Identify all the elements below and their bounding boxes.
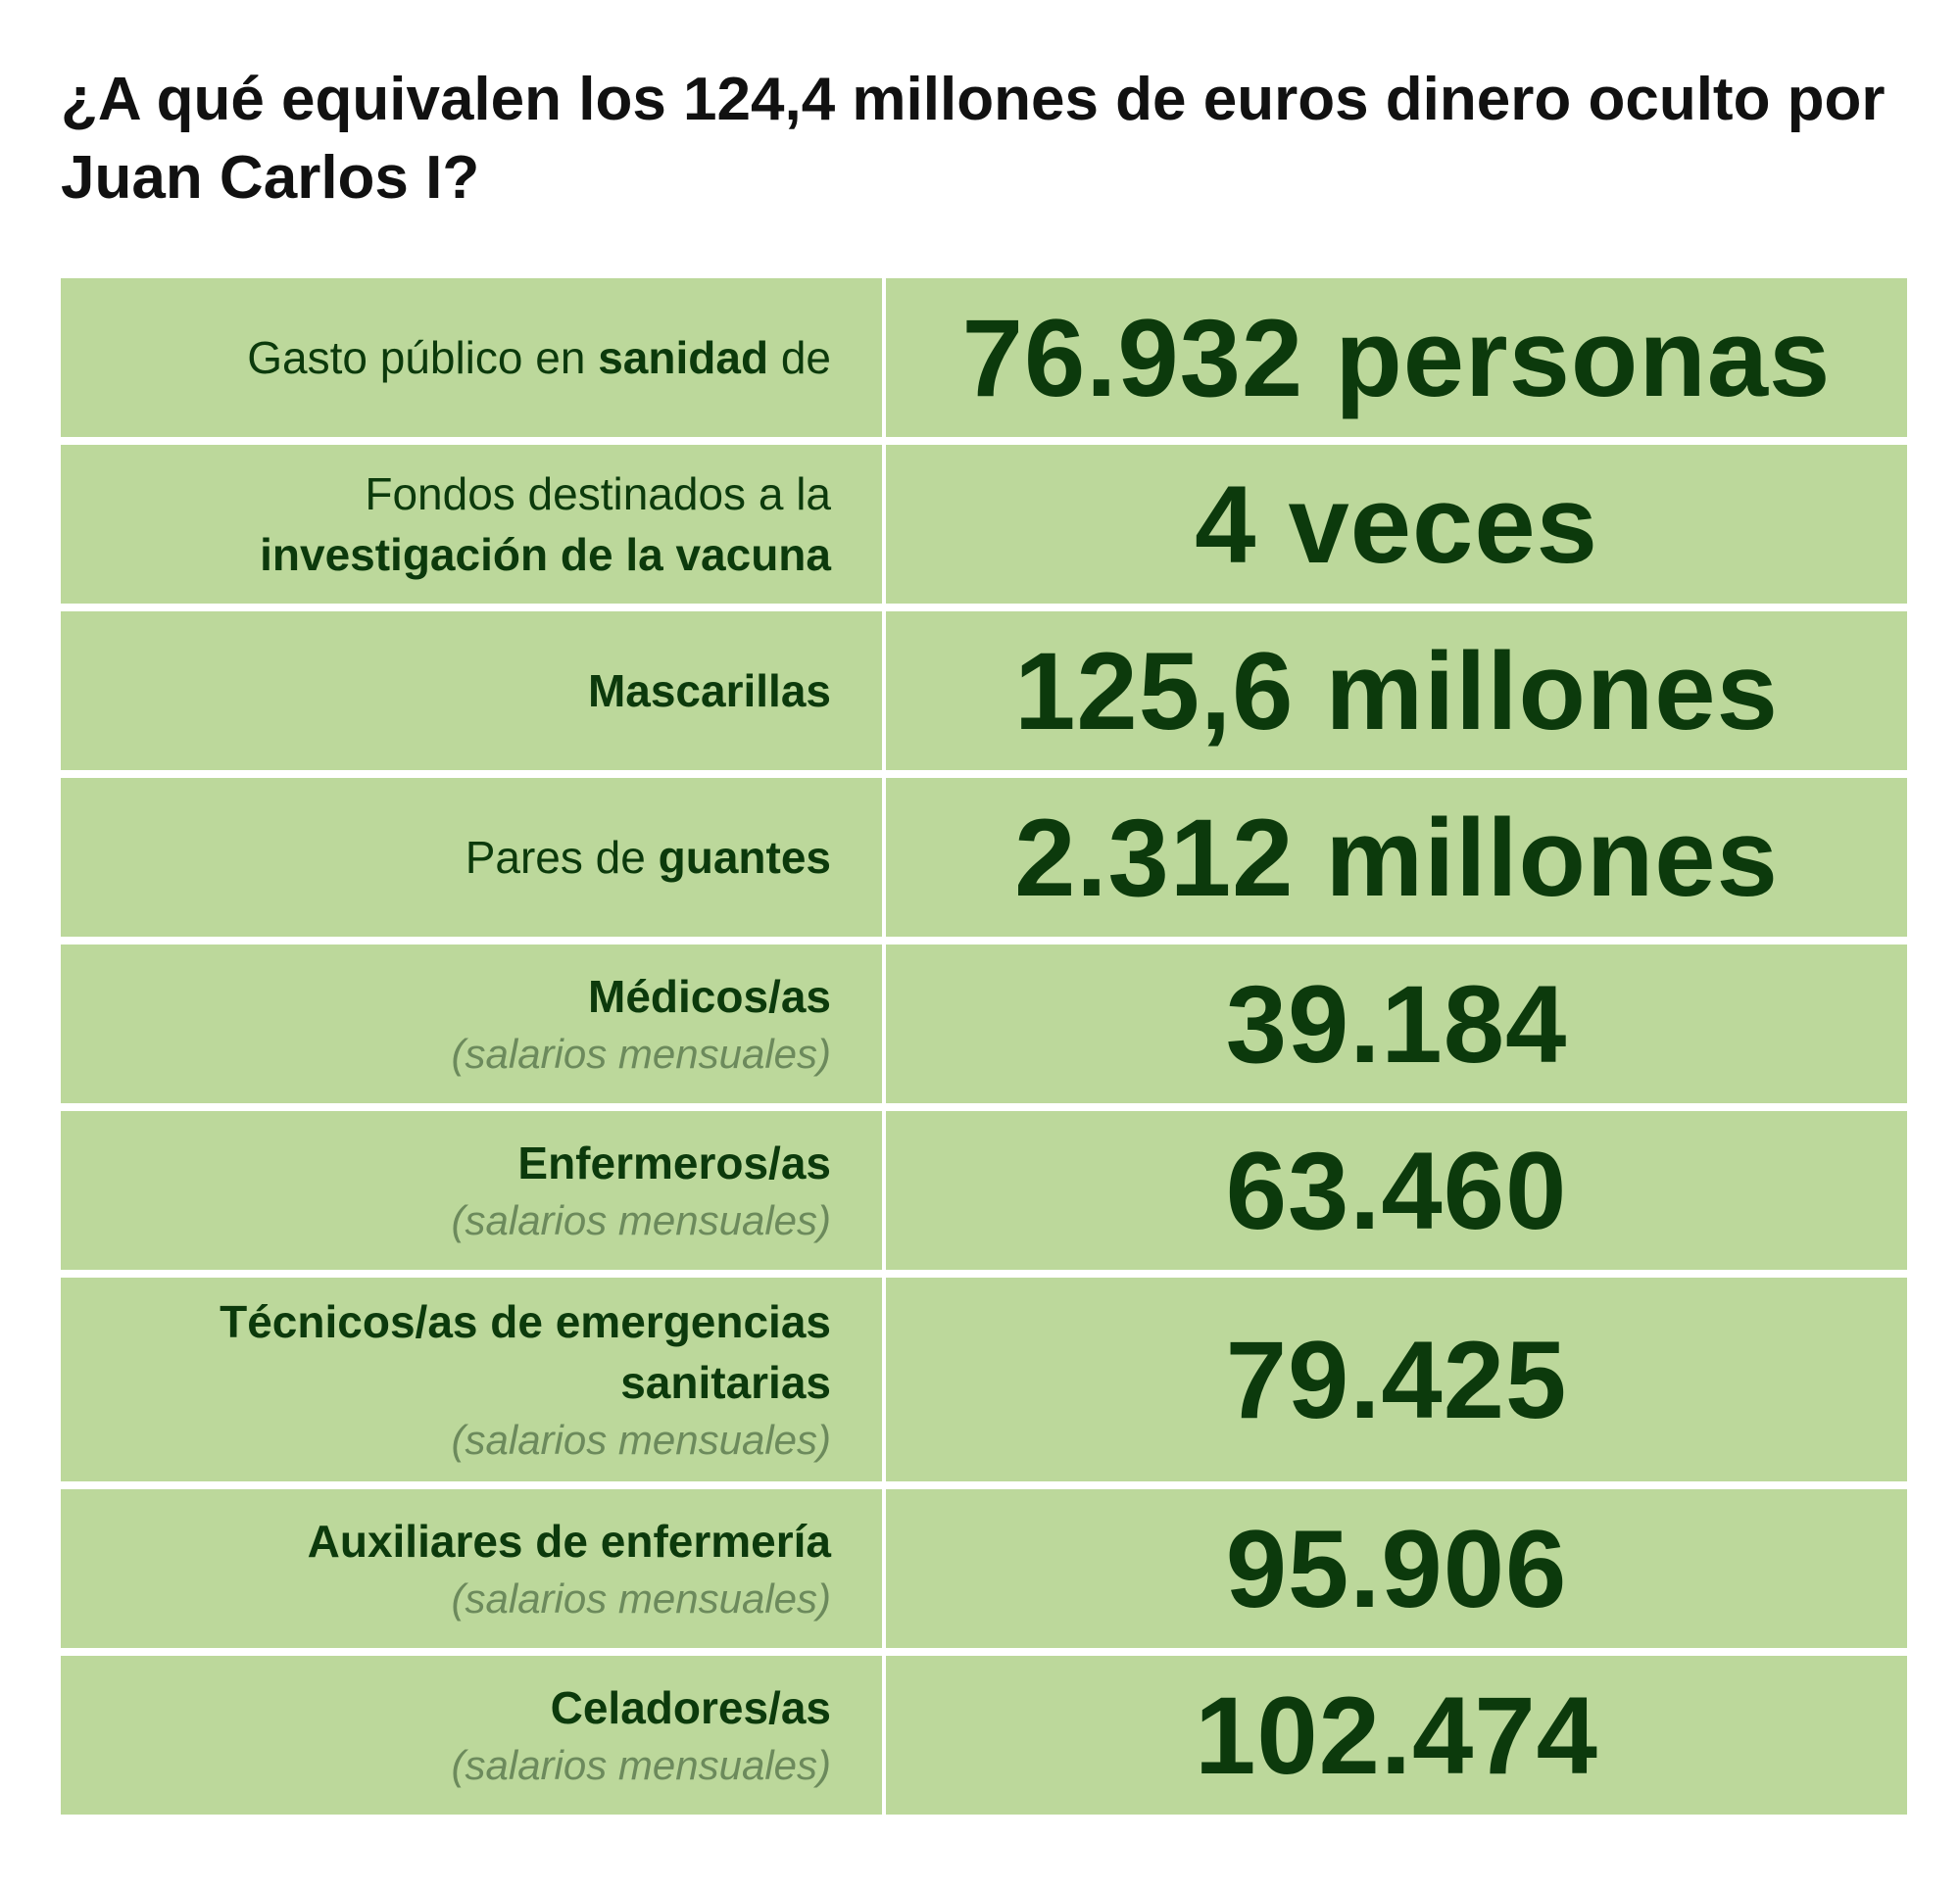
- row-label-cell: Enfermeros/as (salarios mensuales): [61, 1111, 882, 1270]
- row-label-line: sanitarias: [620, 1352, 831, 1413]
- row-label-line: Enfermeros/as: [517, 1133, 831, 1193]
- row-label-cell: Médicos/as (salarios mensuales): [61, 944, 882, 1103]
- row-value: 102.474: [1195, 1673, 1598, 1797]
- row-label-cell: Auxiliares de enfermería (salarios mensua…: [61, 1489, 882, 1648]
- row-label-cell: Pares de guantes: [61, 778, 882, 937]
- table-row: Celadores/as (salarios mensuales) 102.474: [61, 1656, 1907, 1815]
- row-label-cell: Gasto público en sanidad de: [61, 278, 882, 437]
- row-value: 95.906: [1225, 1507, 1568, 1630]
- row-value-cell: 39.184: [886, 944, 1907, 1103]
- chart-title: ¿A qué equivalen los 124,4 millones de e…: [61, 66, 1886, 212]
- row-label-cell: Fondos destinados a la investigación de l…: [61, 445, 882, 604]
- table-row: Auxiliares de enfermería (salarios mensua…: [61, 1489, 1907, 1648]
- row-note: (salarios mensuales): [451, 1197, 831, 1243]
- label-text: Fondos destinados a la: [365, 468, 831, 519]
- row-note: (salarios mensuales): [451, 1575, 831, 1622]
- label-bold-text: investigación de la vacuna: [260, 529, 831, 580]
- row-label-line: Médicos/as: [588, 966, 831, 1027]
- table-row: Pares de guantes 2.312 millones: [61, 778, 1907, 937]
- row-value: 2.312 millones: [1014, 796, 1779, 919]
- table-row: Médicos/as (salarios mensuales) 39.184: [61, 944, 1907, 1103]
- label-bold-text: Médicos/as: [588, 971, 831, 1022]
- row-value: 4 veces: [1195, 462, 1598, 586]
- table-row: Fondos destinados a la investigación de l…: [61, 445, 1907, 604]
- row-label-cell: Celadores/as (salarios mensuales): [61, 1656, 882, 1815]
- label-bold-text: Celadores/as: [550, 1682, 831, 1733]
- row-label-line: Celadores/as: [551, 1677, 831, 1738]
- row-label-cell: Técnicos/as de emergencias sanitarias (sal…: [61, 1278, 882, 1481]
- comparison-table: Gasto público en sanidad de 76.932 person…: [61, 278, 1907, 1822]
- row-value-cell: 2.312 millones: [886, 778, 1907, 937]
- table-row: Enfermeros/as (salarios mensuales) 63.460: [61, 1111, 1907, 1270]
- row-label-line: Pares de guantes: [466, 827, 831, 888]
- row-value-cell: 95.906: [886, 1489, 1907, 1648]
- row-label-line: investigación de la vacuna: [260, 524, 831, 585]
- row-value-cell: 79.425: [886, 1278, 1907, 1481]
- row-value: 39.184: [1225, 962, 1568, 1086]
- row-note: (salarios mensuales): [451, 1742, 831, 1788]
- label-bold-text: Auxiliares de enfermería: [307, 1516, 831, 1567]
- row-value: 79.425: [1225, 1318, 1568, 1441]
- row-value-cell: 76.932 personas: [886, 278, 1907, 437]
- row-label-cell: Mascarillas: [61, 611, 882, 770]
- label-bold-text: sanidad: [598, 332, 769, 383]
- label-text: de: [768, 332, 831, 383]
- row-value-cell: 4 veces: [886, 445, 1907, 604]
- row-value: 63.460: [1225, 1129, 1568, 1252]
- table-row: Gasto público en sanidad de 76.932 person…: [61, 278, 1907, 437]
- table-row: Mascarillas 125,6 millones: [61, 611, 1907, 770]
- label-bold-text: sanitarias: [620, 1357, 831, 1408]
- label-text: Gasto público en: [247, 332, 599, 383]
- label-text: Pares de: [465, 832, 659, 883]
- label-bold-text: Mascarillas: [587, 665, 831, 716]
- row-label-line: Auxiliares de enfermería: [308, 1511, 831, 1572]
- row-label-line: Fondos destinados a la: [365, 463, 831, 524]
- row-label-line: Técnicos/as de emergencias: [220, 1291, 831, 1352]
- row-value-cell: 102.474: [886, 1656, 1907, 1815]
- row-value: 76.932 personas: [961, 296, 1832, 419]
- label-bold-text: Técnicos/as de emergencias: [220, 1296, 831, 1347]
- row-label-line: Mascarillas: [588, 660, 831, 721]
- row-note: (salarios mensuales): [451, 1417, 831, 1463]
- row-value-cell: 63.460: [886, 1111, 1907, 1270]
- label-bold-text: guantes: [658, 832, 831, 883]
- row-value: 125,6 millones: [1014, 629, 1779, 752]
- table-row: Técnicos/as de emergencias sanitarias (sal…: [61, 1278, 1907, 1481]
- row-value-cell: 125,6 millones: [886, 611, 1907, 770]
- label-bold-text: Enfermeros/as: [517, 1138, 831, 1188]
- row-note: (salarios mensuales): [451, 1031, 831, 1077]
- row-label-line: Gasto público en sanidad de: [247, 327, 831, 388]
